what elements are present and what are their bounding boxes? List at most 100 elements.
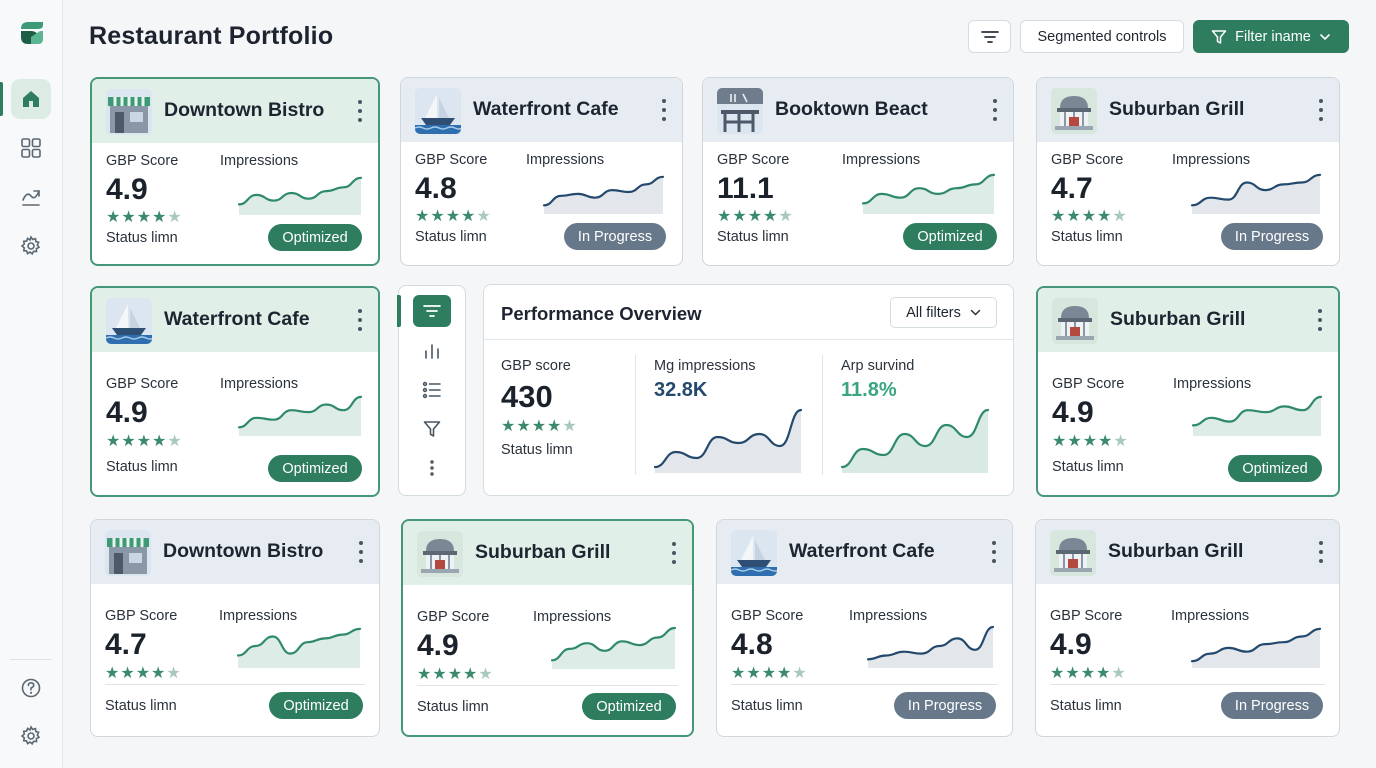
perf-gbp-value: 430 — [501, 379, 553, 414]
restaurant-card[interactable]: Suburban Grill GBP Score 4.9 ★★★★★ Impre… — [401, 519, 694, 737]
perf-gbp-rating: ★★★★★ — [501, 418, 578, 435]
status-label: Status limn — [417, 699, 489, 715]
sort-button[interactable] — [968, 20, 1011, 53]
status-badge: In Progress — [894, 692, 996, 719]
gbp-score-value: 4.9 — [106, 173, 148, 206]
restaurant-card[interactable]: Downtown Bistro GBP Score 4.7 ★★★★★ Impr… — [90, 519, 380, 737]
restaurant-card[interactable]: Waterfront Cafe GBP Score 4.8 ★★★★★ Impr… — [400, 77, 683, 266]
card-more-button[interactable] — [1317, 99, 1325, 121]
gbp-score-label: GBP Score — [417, 609, 490, 625]
all-filters-dropdown[interactable]: All filters — [890, 297, 997, 328]
app-logo[interactable] — [18, 19, 46, 47]
status-badge: Optimized — [268, 224, 362, 251]
restaurant-name: Suburban Grill — [1110, 308, 1246, 330]
storefront-icon — [105, 530, 151, 576]
impressions-label: Impressions — [849, 608, 928, 624]
card-more-button[interactable] — [356, 100, 364, 122]
gear-icon — [20, 725, 41, 746]
restaurant-card[interactable]: Suburban Grill GBP Score 4.7 ★★★★★ Impre… — [1036, 77, 1340, 266]
status-label: Status limn — [106, 459, 178, 475]
view-more-button[interactable] — [413, 452, 451, 484]
star-rating: ★★★★★ — [731, 665, 808, 682]
sparkline-line — [550, 626, 677, 662]
pavilion-icon — [1051, 88, 1097, 134]
view-filter-button[interactable] — [413, 295, 451, 327]
restaurant-thumbnail — [105, 530, 151, 576]
sparkline-area — [1192, 174, 1320, 214]
restaurant-thumbnail — [1051, 88, 1097, 134]
card-more-button[interactable] — [990, 541, 998, 563]
sidebar-item-analytics[interactable] — [11, 177, 51, 217]
restaurant-thumbnail — [106, 298, 152, 344]
status-label: Status limn — [415, 229, 487, 245]
funnel-icon — [1211, 29, 1227, 44]
restaurant-card[interactable]: Suburban Grill GBP Score 4.9 ★★★★★ Impre… — [1035, 519, 1340, 737]
sparkline-line — [861, 173, 996, 205]
view-funnel-button[interactable] — [413, 413, 451, 445]
impressions-label: Impressions — [533, 609, 612, 625]
gbp-score-label: GBP Score — [105, 608, 178, 624]
card-more-button[interactable] — [670, 542, 678, 564]
card-header: Waterfront Cafe — [92, 288, 378, 352]
status-label: Status limn — [106, 230, 178, 246]
view-chart-button[interactable] — [413, 335, 451, 367]
card-more-button[interactable] — [357, 541, 365, 563]
performance-divider — [484, 339, 1013, 340]
restaurant-name: Booktown Beact — [775, 98, 928, 120]
restaurant-card[interactable]: Booktown Beact GBP Score 11.1 ★★★★★ Impr… — [702, 77, 1014, 266]
grid-icon — [21, 138, 41, 158]
status-badge: In Progress — [564, 223, 666, 250]
segmented-controls-button[interactable]: Segmented controls — [1020, 20, 1184, 53]
gbp-score-value: 4.9 — [1050, 628, 1092, 661]
perf-impressions-sparkline — [653, 408, 803, 473]
restaurant-thumbnail — [417, 531, 463, 577]
gbp-score-value: 11.1 — [717, 172, 774, 205]
perf-survival-value: 11.8% — [841, 379, 897, 401]
sidebar-item-preferences[interactable] — [11, 716, 51, 756]
sidebar-active-indicator — [0, 82, 3, 116]
sidebar-divider — [10, 659, 52, 660]
sidebar-item-home[interactable] — [11, 79, 51, 119]
perf-gbp-label: GBP score — [501, 358, 571, 374]
all-filters-label: All filters — [906, 304, 961, 321]
card-more-button[interactable] — [356, 309, 364, 331]
sparkline-area — [239, 396, 361, 436]
more-vertical-icon — [430, 460, 434, 476]
sidebar-item-grid[interactable] — [11, 128, 51, 168]
impressions-label: Impressions — [1171, 608, 1250, 624]
sidebar-item-help[interactable] — [11, 668, 51, 708]
star-rating: ★★★★★ — [1051, 208, 1128, 225]
restaurant-card[interactable]: Waterfront Cafe GBP Score 4.8 ★★★★★ Impr… — [716, 519, 1013, 737]
gear-icon — [20, 235, 41, 256]
restaurant-card[interactable]: Suburban Grill GBP Score 4.9 ★★★★★ Impre… — [1036, 286, 1340, 497]
status-label: Status limn — [1051, 229, 1123, 245]
sailboat-icon — [731, 530, 777, 576]
card-more-button[interactable] — [1316, 309, 1324, 331]
storefront-icon — [106, 89, 152, 135]
sparkline-area — [655, 410, 801, 473]
restaurant-card[interactable]: Waterfront Cafe GBP Score 4.9 ★★★★★ Impr… — [90, 286, 380, 497]
filter-dropdown[interactable]: Filter iname — [1193, 20, 1349, 53]
card-divider — [731, 684, 998, 685]
card-more-button[interactable] — [991, 99, 999, 121]
trend-icon — [22, 190, 40, 206]
card-more-button[interactable] — [1317, 541, 1325, 563]
restaurant-name: Waterfront Cafe — [789, 540, 935, 562]
impressions-sparkline — [550, 626, 677, 669]
restaurant-thumbnail — [415, 88, 461, 134]
sidebar-item-settings[interactable] — [11, 226, 51, 266]
restaurant-name: Downtown Bistro — [164, 99, 325, 121]
gbp-score-value: 4.8 — [731, 628, 773, 661]
card-more-button[interactable] — [660, 99, 668, 121]
restaurant-thumbnail — [1052, 298, 1098, 344]
chevron-down-icon — [1320, 33, 1330, 40]
pavilion-icon — [1050, 530, 1096, 576]
building-icon — [717, 88, 763, 134]
restaurant-thumbnail — [1050, 530, 1096, 576]
restaurant-card[interactable]: Downtown Bistro GBP Score 4.9 ★★★★★ Impr… — [90, 77, 380, 266]
performance-overview-title: Performance Overview — [501, 303, 702, 324]
sidebar — [0, 0, 63, 768]
list-icon — [422, 381, 441, 399]
view-list-button[interactable] — [413, 374, 451, 406]
funnel-icon — [423, 421, 441, 437]
